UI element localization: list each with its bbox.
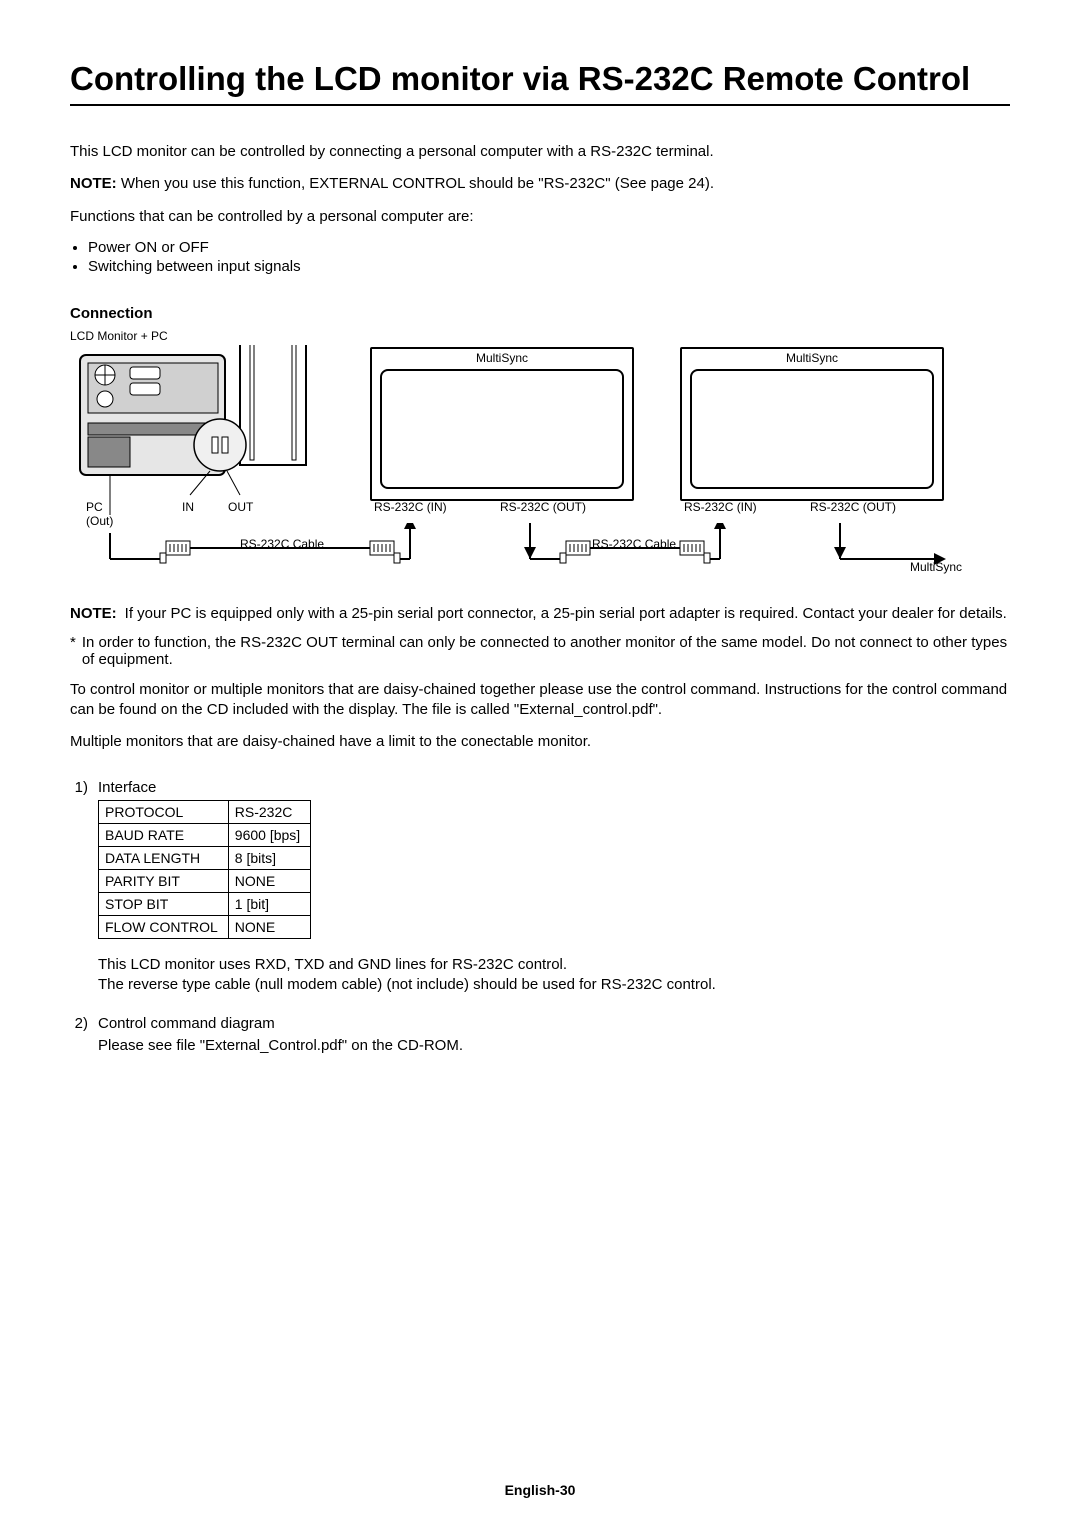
table-cell: RS-232C [228,800,310,823]
multisync-label: MultiSync [786,351,838,365]
rs232-out-label: RS-232C (OUT) [810,500,896,514]
control-paragraph: To control monitor or multiple monitors … [70,680,1010,721]
lcd-pc-label: LCD Monitor + PC [70,329,168,343]
table-row: PROTOCOLRS-232C [99,800,311,823]
table-row: FLOW CONTROLNONE [99,915,311,938]
interface-table: PROTOCOLRS-232C BAUD RATE9600 [bps] DATA… [98,800,311,939]
multisync-monitor-1: MultiSync [370,347,634,501]
note-2: NOTE: If your PC is equipped only with a… [70,605,1010,622]
table-row: BAUD RATE9600 [bps] [99,823,311,846]
list-item: Power ON or OFF [88,239,1010,256]
rs232-in-label: RS-232C (IN) [684,500,757,514]
cable-label-2: RS-232C Cable [592,537,676,551]
table-cell: 9600 [bps] [228,823,310,846]
table-row: PARITY BITNONE [99,869,311,892]
control-cmd-heading-row: 2) Control command diagram [70,1015,1010,1032]
table-cell: DATA LENGTH [99,846,229,869]
connection-heading: Connection [70,305,153,322]
table-cell: 1 [bit] [228,892,310,915]
cable-label-1: RS-232C Cable [240,537,324,551]
multisync-monitor-2: MultiSync [680,347,944,501]
control-cmd-heading: Control command diagram [98,1015,275,1032]
note-body: When you use this function, EXTERNAL CON… [121,175,714,192]
note-lead: NOTE: [70,605,117,622]
table-cell: STOP BIT [99,892,229,915]
note-1: NOTE: When you use this function, EXTERN… [70,174,1010,194]
connection-diagram: Connection LCD Monitor + PC PC (Out) IN … [70,305,1010,585]
interface-heading: Interface [98,779,156,796]
in-label: IN [182,500,194,514]
page-footer: English-30 [0,1482,1080,1498]
note-body: If your PC is equipped only with a 25-pi… [125,605,1007,622]
iface-note-2: The reverse type cable (null modem cable… [98,975,1010,995]
item-number: 1) [70,779,88,796]
table-cell: FLOW CONTROL [99,915,229,938]
table-cell: BAUD RATE [99,823,229,846]
rs232-in-label: RS-232C (IN) [374,500,447,514]
table-row: STOP BIT1 [bit] [99,892,311,915]
list-item: Switching between input signals [88,258,1010,275]
table-row: DATA LENGTH8 [bits] [99,846,311,869]
footnote-body: In order to function, the RS-232C OUT te… [82,634,1010,668]
functions-intro: Functions that can be controlled by a pe… [70,207,1010,227]
table-cell: 8 [bits] [228,846,310,869]
iface-note-1: This LCD monitor uses RXD, TXD and GND l… [98,955,1010,975]
interface-heading-row: 1) Interface [70,779,1010,796]
table-cell: PARITY BIT [99,869,229,892]
rs232-out-label: RS-232C (OUT) [500,500,586,514]
control-cmd-body: Please see file "External_Control.pdf" o… [98,1036,1010,1056]
out-label: OUT [228,500,253,514]
footnote: * In order to function, the RS-232C OUT … [70,634,1010,668]
multisync-label: MultiSync [476,351,528,365]
functions-list: Power ON or OFF Switching between input … [88,239,1010,275]
item-number: 2) [70,1015,88,1032]
limit-paragraph: Multiple monitors that are daisy-chained… [70,732,1010,752]
table-cell: NONE [228,915,310,938]
note-lead: NOTE: [70,175,117,192]
intro-text: This LCD monitor can be controlled by co… [70,142,1010,162]
footnote-star: * [70,634,76,668]
table-cell: NONE [228,869,310,892]
page-title: Controlling the LCD monitor via RS-232C … [70,60,1010,106]
table-cell: PROTOCOL [99,800,229,823]
